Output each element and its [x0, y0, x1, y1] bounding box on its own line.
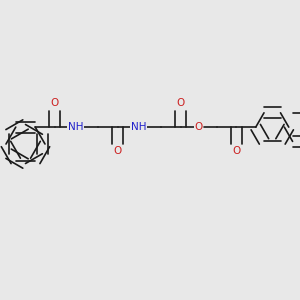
Text: O: O	[232, 146, 240, 156]
Text: NH: NH	[131, 122, 146, 132]
Text: NH: NH	[68, 122, 83, 132]
Text: O: O	[195, 122, 203, 132]
Text: O: O	[177, 98, 185, 108]
Text: O: O	[51, 98, 59, 108]
Text: O: O	[114, 146, 122, 156]
